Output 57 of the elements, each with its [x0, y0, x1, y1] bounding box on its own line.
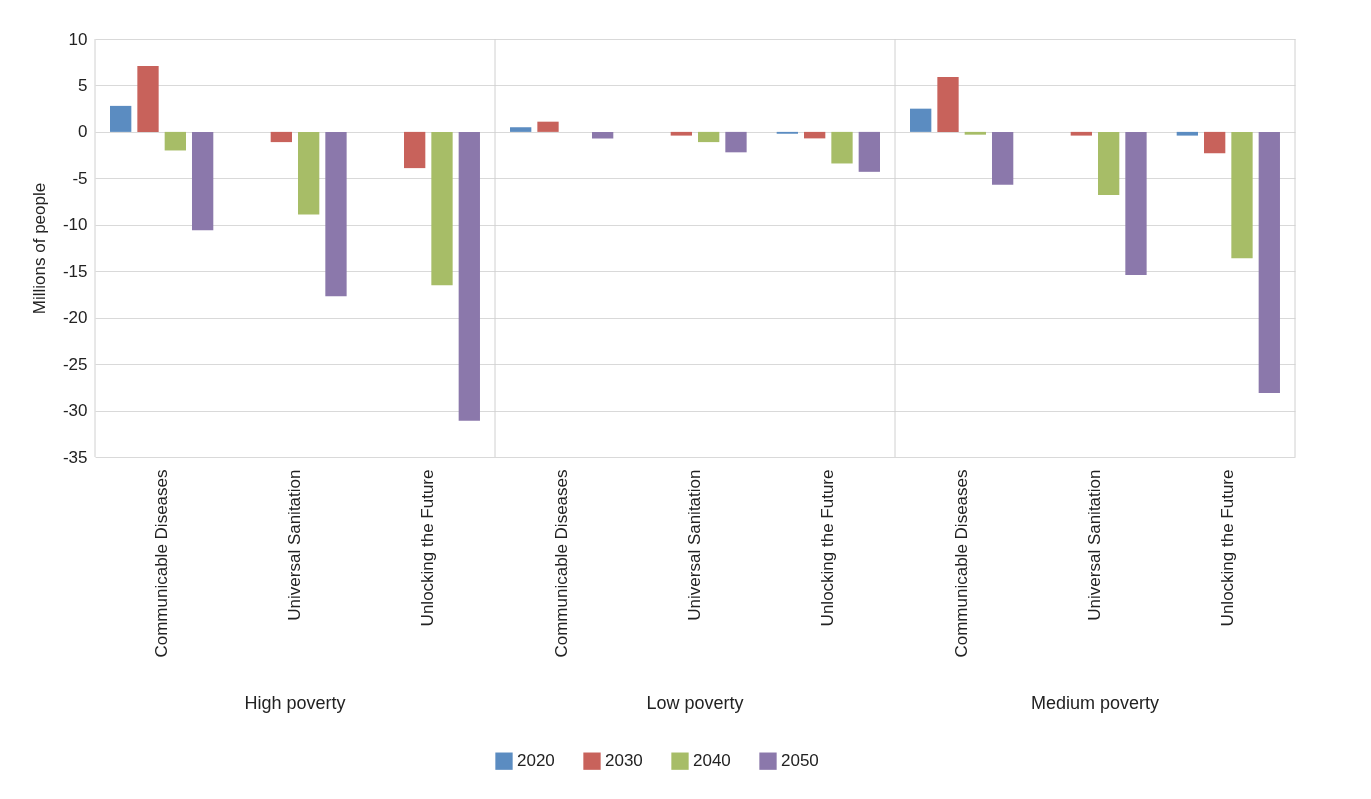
text: Low poverty — [646, 693, 744, 713]
legend-label: 2030 — [605, 751, 643, 771]
y-tick-label: -10 — [62, 215, 88, 235]
x-tick-label: Communicable Diseases — [151, 469, 171, 658]
bar — [1125, 131, 1147, 275]
bar — [510, 127, 532, 132]
bar — [591, 131, 614, 139]
x-tick-label: Unlocking the Future — [818, 469, 838, 627]
bar — [964, 131, 986, 135]
y-tick-label: -35 — [62, 447, 88, 467]
bar — [1258, 131, 1280, 393]
text: High poverty — [244, 693, 346, 713]
bar — [1098, 131, 1120, 196]
y-axis-title: Millions of people — [29, 182, 49, 315]
x-tick-label: Universal Sanitation — [685, 469, 704, 621]
bar — [298, 131, 320, 215]
x-tick-label: Unlocking the Future — [1218, 469, 1238, 627]
bar — [431, 131, 453, 286]
bar — [991, 131, 1014, 185]
y-tick-label: -15 — [62, 261, 88, 281]
x-tick-label: Communicable Diseases — [551, 469, 571, 658]
bar — [858, 131, 880, 172]
bar — [1070, 131, 1092, 136]
bar — [137, 65, 159, 132]
bar — [804, 131, 826, 139]
y-tick-label: -5 — [72, 168, 88, 188]
legend-label: 2050 — [781, 751, 819, 771]
y-tick-label: -25 — [62, 354, 88, 374]
bar — [1204, 131, 1226, 154]
bar — [831, 131, 853, 164]
bar — [191, 131, 214, 231]
bar — [937, 77, 959, 132]
bar — [670, 131, 692, 136]
x-tick-label: Universal Sanitation — [1085, 469, 1104, 621]
x-tick-label: Communicable Diseases — [951, 469, 971, 658]
legend-label: 2040 — [693, 751, 731, 771]
bar — [1176, 131, 1199, 136]
bar — [910, 108, 932, 132]
y-tick-label: 10 — [68, 29, 88, 49]
bar — [698, 131, 720, 143]
y-tick-label: -20 — [62, 308, 88, 328]
bar — [1231, 131, 1253, 259]
bar — [164, 131, 186, 151]
bar — [404, 131, 426, 169]
text: Medium poverty — [1030, 693, 1160, 713]
bar — [325, 131, 347, 297]
x-tick-label: Universal Sanitation — [285, 469, 304, 621]
x-tick-label: Unlocking the Future — [418, 469, 438, 627]
y-tick-label: 5 — [78, 75, 88, 95]
bar — [270, 131, 292, 143]
bar — [458, 131, 480, 421]
bar — [537, 121, 559, 132]
legend-label: 2020 — [517, 751, 555, 771]
y-tick-label: -30 — [62, 401, 88, 421]
y-tick-label: 0 — [78, 122, 88, 142]
bar — [725, 131, 747, 153]
bar — [110, 105, 132, 132]
